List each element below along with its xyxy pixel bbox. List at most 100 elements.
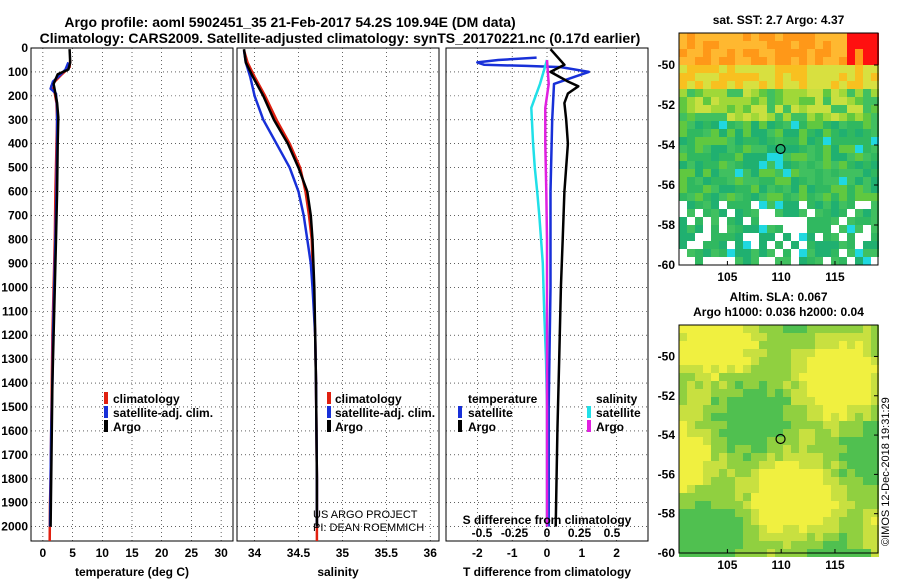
sst_map-cell [751,161,759,169]
sst_map-cell [831,153,839,161]
sst_map-cell [679,105,687,113]
sla_map-cell [703,429,711,437]
depth-tick-label: 700 [8,209,28,223]
sst_map-cell [863,257,871,265]
sla_map-cell [823,461,831,469]
sst_map-cell [679,177,687,185]
sla_map-cell [783,525,791,533]
temperature-legend-label: Argo [113,420,141,434]
sla_map-cell [847,405,855,413]
temperature-xtick-label: 10 [96,546,110,560]
sla_map-cell [775,509,783,517]
sla_map-cell [735,421,743,429]
sla_map-cell [727,541,735,549]
sst_map-cell [871,89,879,97]
sst_map-cell [783,201,791,209]
sla_map-cell [719,365,727,373]
sla_map-cell [735,517,743,525]
sst_map-cell [743,193,751,201]
sst_map-cell [831,33,839,41]
sla_map-cell [719,429,727,437]
sla_map-cell [679,405,687,413]
sst_map-cell [871,225,879,233]
sst_map-cell [735,241,743,249]
sst_map-cell [743,233,751,241]
sla_map-cell [863,429,871,437]
sla_map-cell [695,357,703,365]
sst_map-cell [807,161,815,169]
depth-tick-label: 1300 [1,352,28,366]
sst_map-cell [855,153,863,161]
sla_map-cell [703,405,711,413]
sst_map-cell [711,169,719,177]
sla_map-cell [871,373,879,381]
sla_map-cell [679,437,687,445]
sst_map-cell [711,65,719,73]
sla_map-cell [807,541,815,549]
sst_map-cell [687,249,695,257]
sst_map-cell [751,41,759,49]
sst_map-cell [831,81,839,89]
sla_map-cell [735,461,743,469]
sst_map-cell [711,257,719,265]
sla_map-cell [687,517,695,525]
sst_map-cell [703,73,711,81]
sla_map-cell [775,389,783,397]
sst_map-cell [775,89,783,97]
sst_map-cell [743,241,751,249]
sst_map-cell [751,201,759,209]
sla_map-cell [759,461,767,469]
sla_map-cell [839,461,847,469]
sla_map-cell [847,469,855,477]
sst_map-cell [863,145,871,153]
sst_map-cell [839,169,847,177]
sst_map-cell [799,137,807,145]
sst_map-cell [775,257,783,265]
sst_map-cell [767,121,775,129]
sst_map-cell [687,193,695,201]
sla_map-cell [695,525,703,533]
sst_map-cell [759,161,767,169]
salinity-legend-label: satellite-adj. clim. [335,406,435,420]
sst_map-cell [775,193,783,201]
sst_map-cell [823,217,831,225]
sst_map-cell [863,65,871,73]
sla_map-cell [695,349,703,357]
temperature-legend-swatch [104,392,108,404]
sla_map-xtick-label: 105 [717,558,737,572]
sst_map-cell [871,121,879,129]
sst_map-cell [759,41,767,49]
sla_map-cell [711,389,719,397]
sst_map-cell [751,217,759,225]
sst_map-cell [703,241,711,249]
sla_map-cell [711,437,719,445]
sst_map-cell [807,65,815,73]
sla_map-cell [831,341,839,349]
sla_map-cell [679,541,687,549]
sst_map-cell [823,169,831,177]
sst_map-cell [767,49,775,57]
sst_map-cell [719,105,727,113]
sla_map-ytick-label: -52 [658,389,676,403]
sla_map-cell [815,477,823,485]
sst_map-cell [815,177,823,185]
sla_map-cell [815,357,823,365]
sst_map-cell [679,201,687,209]
sst_map-cell [751,209,759,217]
sst_map-cell [799,121,807,129]
sst_map-cell [839,233,847,241]
sla_map-cell [751,469,759,477]
sst_map-cell [767,33,775,41]
sla_map-cell [783,445,791,453]
salinity-xtick-label: 36 [424,546,438,560]
difference-series-argo [549,48,580,527]
sst_map-cell [783,217,791,225]
sla_map-cell [711,469,719,477]
sla_map-cell [711,517,719,525]
sst_map-cell [703,137,711,145]
sst_map-cell [847,57,855,65]
sla_map-argo-position-marker [775,433,786,445]
sst_map-cell [831,209,839,217]
sla_map-cell [703,477,711,485]
